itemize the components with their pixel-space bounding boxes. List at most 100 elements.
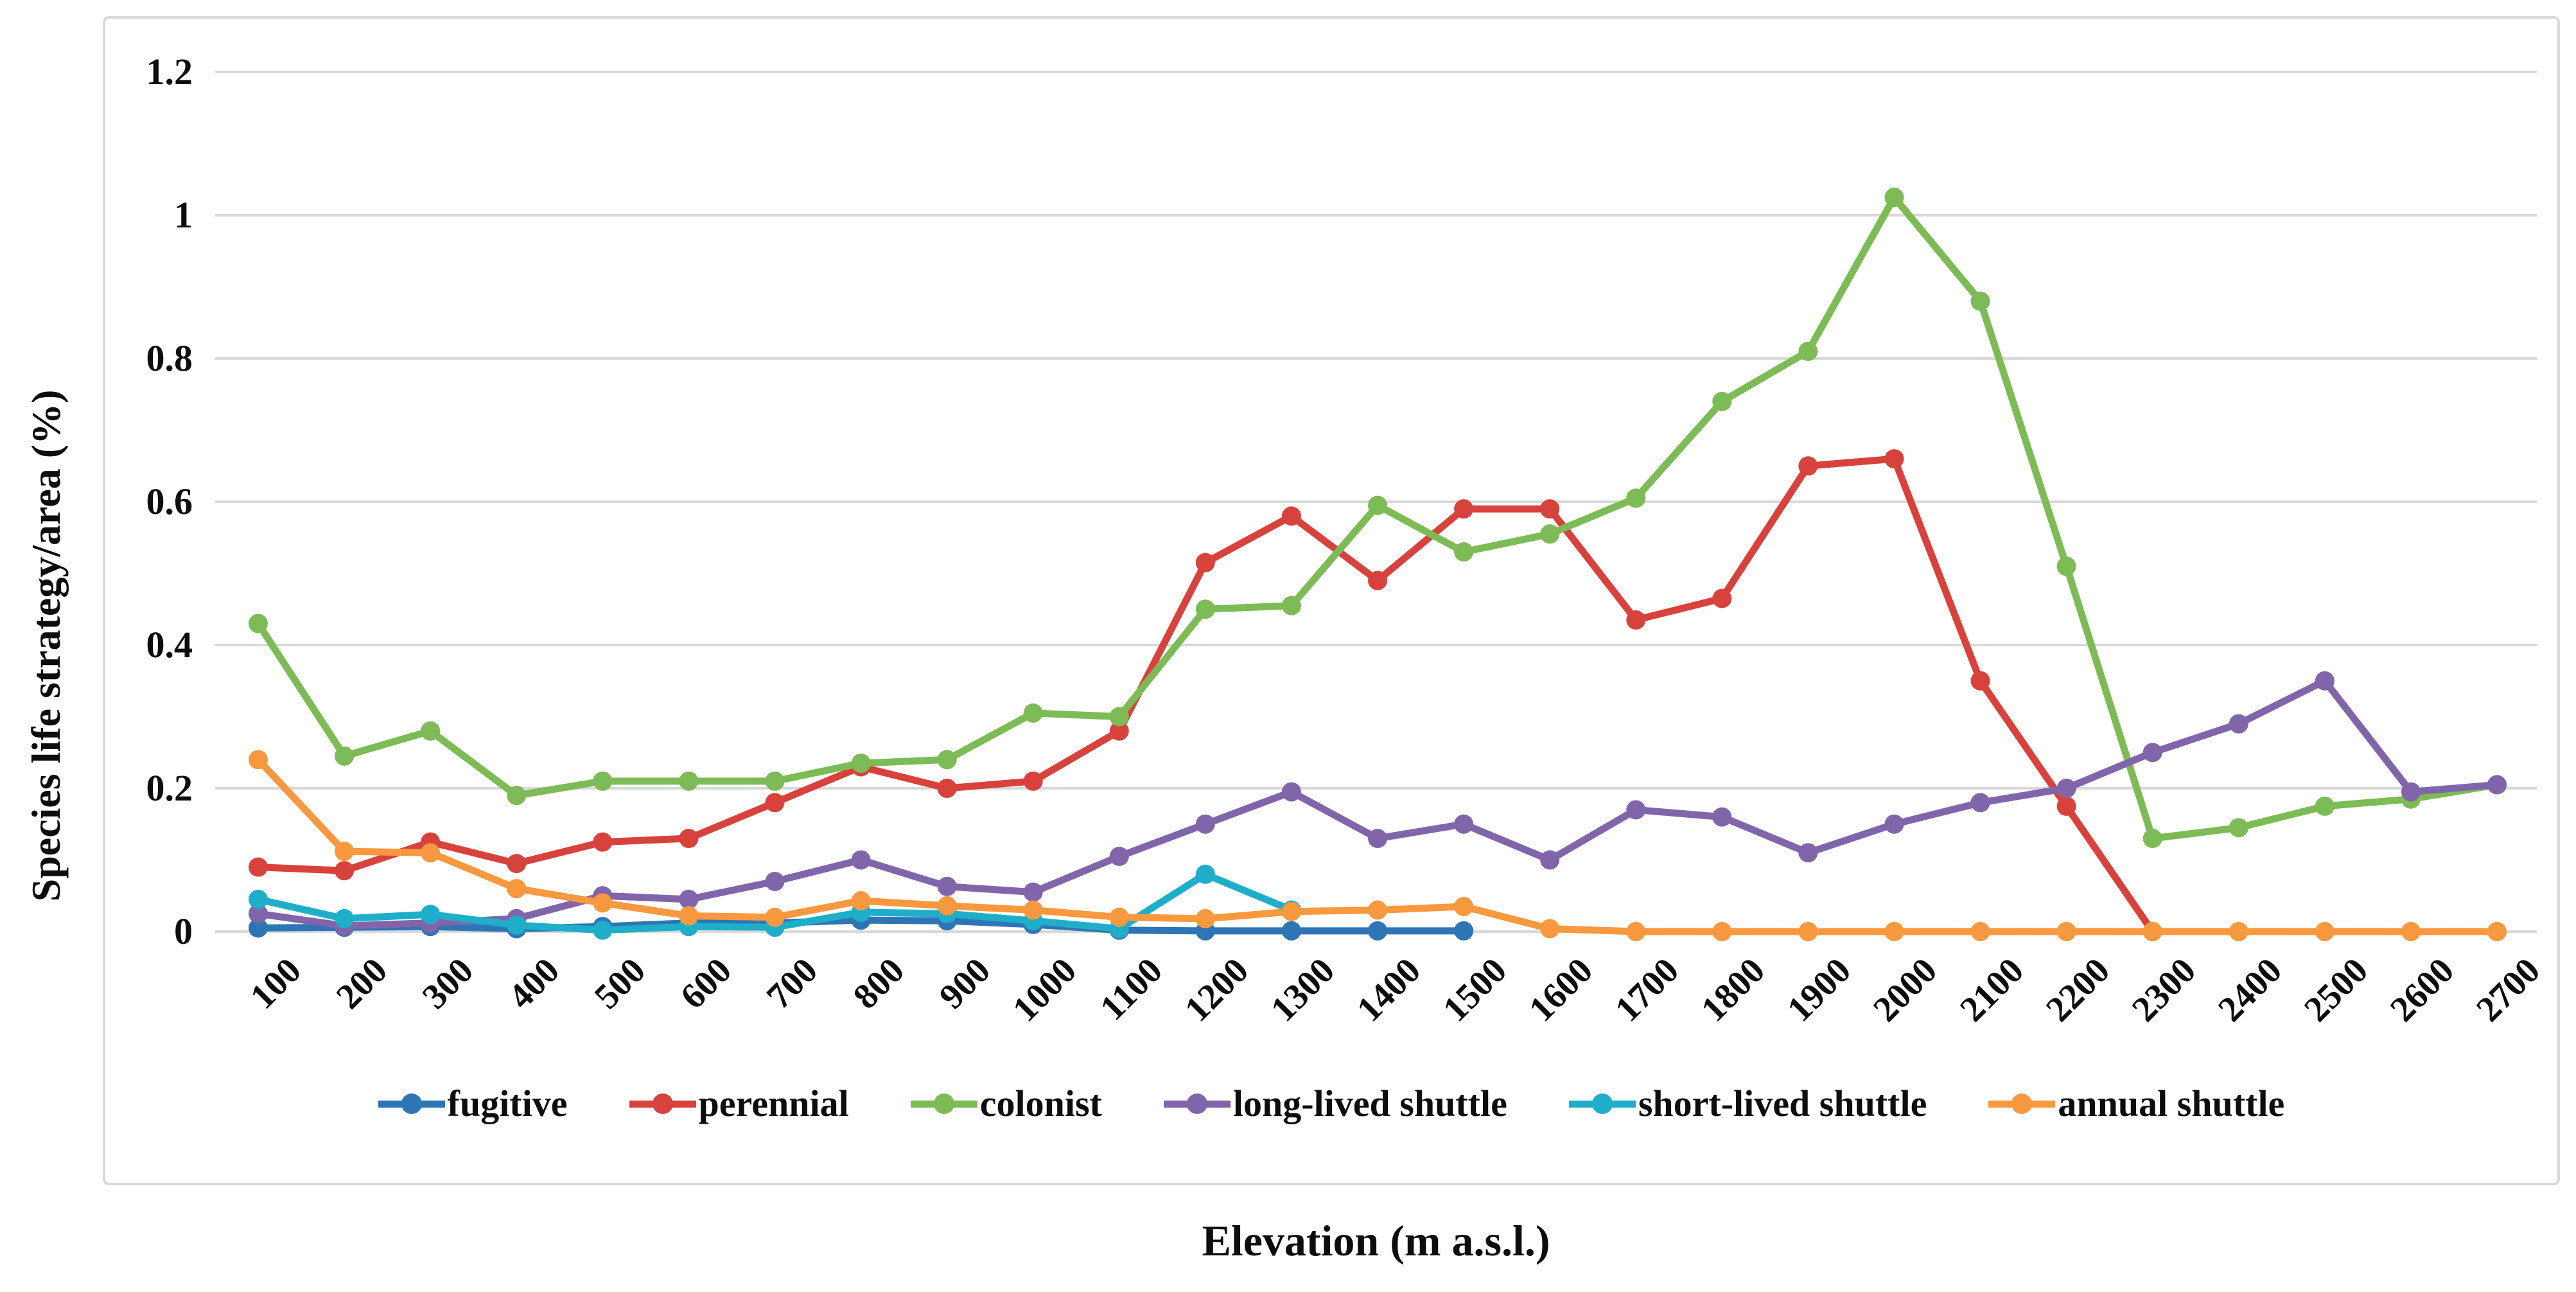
data-point [1798,922,1818,941]
data-point [1281,506,1301,526]
data-point [1970,291,1990,311]
data-point [937,896,957,916]
data-point [765,771,785,791]
y-tick-label-1.2: 1.2 [146,51,193,93]
series-short-lived-shuttle [249,864,1301,940]
data-point [765,793,785,813]
data-point [249,750,268,770]
data-point [1540,524,1560,544]
data-point [1454,896,1474,916]
data-point [2315,922,2335,941]
data-point [1195,599,1215,619]
legend-dot [2011,1093,2033,1114]
legend-item-perennial: perennial [629,1082,849,1125]
data-point [2229,714,2248,734]
series-long-lived-shuttle [249,671,2507,936]
plot-area-border [103,16,2560,1185]
legend-item-fugitive: fugitive [378,1082,568,1125]
y-tick-label-0.2: 0.2 [146,767,193,809]
legend-dot [933,1093,954,1114]
data-point [1281,596,1301,615]
data-point [1281,901,1301,921]
legend-label: perennial [698,1083,849,1124]
y-tick-label-0: 0 [174,910,193,952]
legend-dot [1591,1093,1613,1114]
data-point [1368,829,1387,849]
data-point [1368,495,1387,515]
data-point [2056,796,2076,816]
data-point [1626,610,1646,630]
legend-marker-icon [1988,1093,2056,1114]
data-point [937,779,957,798]
data-point [851,850,871,870]
data-point [1195,814,1215,834]
data-point [249,904,268,924]
data-point [421,843,441,863]
data-point [2056,779,2076,798]
data-point [1109,707,1129,727]
chart-legend: fugitive perennial colonist long-lived shut… [109,1082,2554,1125]
data-point [1281,921,1301,941]
data-point [1884,922,1904,941]
data-point [1109,907,1129,927]
data-point [335,861,355,881]
data-point [2401,782,2421,802]
data-point [2056,922,2076,941]
data-point [1109,846,1129,866]
data-point [593,832,613,852]
data-point [1023,771,1043,791]
data-point [2229,818,2248,838]
legend-item-short-lived-shuttle: short-lived shuttle [1568,1082,1927,1125]
data-point [2142,829,2162,849]
data-point [593,920,613,940]
data-point [1626,922,1646,941]
data-point [335,908,355,928]
legend-item-annual-shuttle: annual shuttle [1988,1082,2284,1125]
data-point [249,889,268,909]
series-annual-shuttle [249,750,2507,941]
data-point [1626,800,1646,820]
data-point [1626,488,1646,508]
data-point [249,857,268,877]
data-point [2487,922,2507,941]
data-point [593,893,613,913]
legend-marker-icon [378,1093,445,1114]
data-point [1368,900,1387,920]
legend-dot [1186,1093,1207,1114]
legend-dot [401,1093,422,1114]
series-line [254,677,2501,930]
data-point [2315,671,2335,691]
y-tick-label-0.6: 0.6 [146,481,193,522]
y-axis-title: Species life strategy/area (%) [23,389,69,902]
data-point [1884,188,1904,208]
data-point [249,918,268,938]
legend-dot [652,1093,673,1114]
data-point [1798,341,1818,361]
y-tick-label-0.4: 0.4 [146,624,193,666]
data-point [2142,922,2162,941]
data-point [421,721,441,741]
data-point [1454,921,1474,941]
data-point [851,891,871,911]
data-point [507,854,527,874]
data-point [1454,814,1474,834]
data-point [1970,671,1990,691]
data-point [335,746,355,766]
data-point [1023,900,1043,920]
legend-label: short-lived shuttle [1638,1083,1927,1124]
x-axis-title: Elevation (m a.s.l.) [1202,1216,1550,1265]
data-point [1884,814,1904,834]
data-point [507,879,527,899]
data-point [1023,882,1043,902]
legend-marker-icon [1568,1093,1636,1114]
data-point [507,786,527,806]
data-point [1798,456,1818,476]
data-point [1540,499,1560,519]
series-line [254,455,2157,935]
data-point [335,842,355,862]
data-point [1195,864,1215,884]
data-point [1970,793,1990,813]
data-point [1195,908,1215,928]
legend-item-long-lived-shuttle: long-lived shuttle [1163,1082,1507,1125]
